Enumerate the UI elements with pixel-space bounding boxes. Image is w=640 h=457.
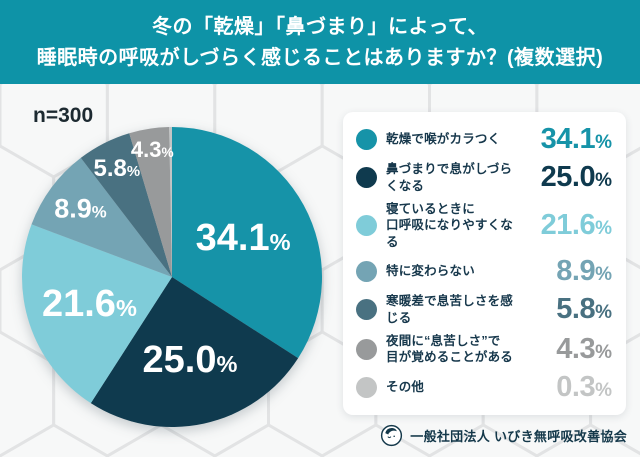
legend-percentage: 34.1% (540, 123, 612, 155)
legend-label: 乾燥で喉がカラつく (386, 132, 501, 147)
pie-chart: 34.1% 25.0% 21.6% 8.9% 5.8% 4.3% (17, 122, 327, 432)
legend-percentage: 0.3% (556, 370, 612, 403)
header-banner: 冬の「乾燥」「鼻づまり」によって、 睡眠時の呼吸がしづらく感じることはありますか… (0, 0, 640, 84)
footer: 一般社団法人 いびき無呼吸改善協会 (380, 424, 627, 447)
survey-question-line-1: 冬の「乾燥」「鼻づまり」によって、 (152, 15, 488, 38)
legend-label: 特に変わらない (386, 264, 475, 279)
legend-swatch (356, 299, 377, 321)
legend-swatch (356, 214, 377, 236)
pie-slice-label: 25.0% (142, 338, 238, 381)
legend-swatch (356, 129, 377, 150)
legend-row: 乾燥で喉がカラつく 34.1% (356, 125, 612, 154)
legend-swatch (356, 167, 377, 189)
pie-chart-svg (22, 127, 322, 427)
legend-panel: 乾燥で喉がカラつく 34.1% 鼻づまりで息がしづらくなる 25.0% 寝ているときに … (343, 112, 626, 415)
sample-size-label: n=300 (33, 104, 94, 127)
legend-swatch (356, 261, 377, 283)
legend-percentage: 8.9% (556, 255, 612, 288)
organization-name: 一般社団法人 いびき無呼吸改善協会 (410, 429, 627, 444)
organization-logo-icon (380, 424, 403, 447)
legend-row: 寒暖差で息苦しさを感じる 5.8% (356, 293, 612, 326)
legend-percentage: 4.3% (556, 332, 612, 365)
survey-question-line-2: 睡眠時の呼吸がしづらく感じることはありますか？(複数選択) (36, 46, 604, 69)
legend-percentage: 5.8% (556, 293, 612, 326)
legend-row: その他 0.3% (356, 370, 612, 403)
pie-slice-label: 5.8% (93, 154, 141, 182)
pie-slice-label: 4.3% (130, 136, 174, 162)
legend-label: 寝ているときに 口呼吸になりやすくなる (386, 202, 514, 249)
legend-percentage: 21.6% (540, 208, 612, 241)
pie-slice-label: 21.6% (41, 283, 137, 326)
legend-row: 寝ているときに 口呼吸になりやすくなる 21.6% (356, 201, 612, 250)
legend-row: 特に変わらない 8.9% (356, 257, 612, 286)
legend-row: 鼻づまりで息がしづらくなる 25.0% (356, 161, 612, 194)
legend-swatch (356, 376, 377, 398)
legend-percentage: 25.0% (540, 161, 612, 194)
legend-swatch (356, 338, 377, 360)
legend-row: 夜間に“息苦しさ”で 目が覚めることがある 4.3% (356, 333, 612, 366)
pie-slice-label: 8.9% (54, 193, 107, 224)
pie-slice-label: 34.1% (195, 217, 291, 260)
legend-label: 夜間に“息苦しさ”で 目が覚めることがある (386, 334, 514, 365)
legend-label: 鼻づまりで息がしづらくなる (386, 162, 513, 193)
legend-label: その他 (386, 380, 425, 395)
legend-label: 寒暖差で息苦しさを感じる (386, 294, 514, 325)
